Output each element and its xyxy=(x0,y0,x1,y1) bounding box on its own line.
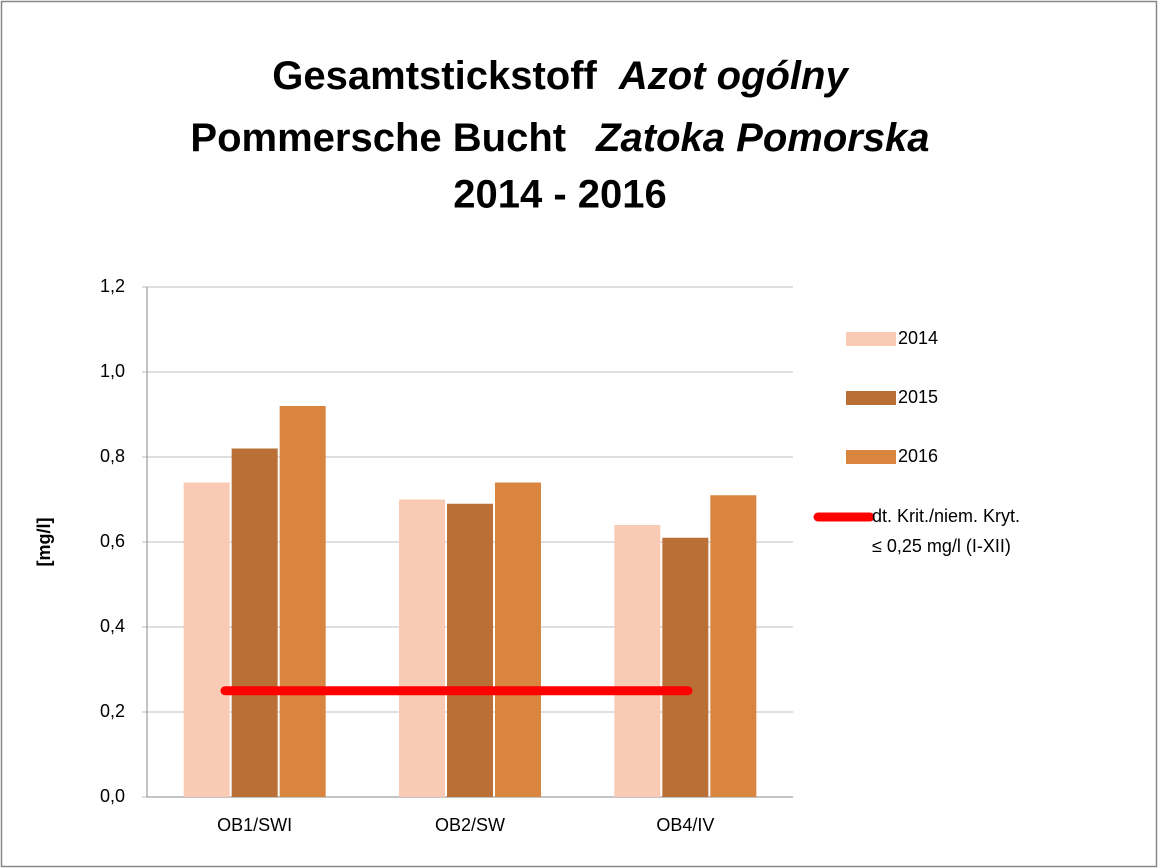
chart-title: 2014 - 2016 xyxy=(453,173,667,217)
legend-swatch xyxy=(846,450,896,464)
legend-label: 2016 xyxy=(898,446,938,466)
bar xyxy=(399,499,445,797)
legend-swatch xyxy=(846,391,896,405)
bar xyxy=(662,537,709,797)
legend-label: ≤ 0,25 mg/l (I-XII) xyxy=(872,536,1011,556)
legend-label: dt. Krit./niem. Kryt. xyxy=(872,506,1020,526)
legend-swatch xyxy=(846,332,896,346)
y-axis-label: [mg/l] xyxy=(34,518,54,567)
chart-title: Gesamtstickstoff Azot ogólny xyxy=(272,54,849,98)
bar xyxy=(183,482,230,797)
legend-label: 2014 xyxy=(898,328,938,348)
x-tick-label: OB1/SWI xyxy=(217,815,292,835)
title-part: Gesamtstickstoff xyxy=(272,54,597,98)
title-part: Pommersche Bucht xyxy=(190,116,566,160)
legend-label: 2015 xyxy=(898,387,938,407)
bar xyxy=(710,495,757,797)
title-part: Azot ogólny xyxy=(618,54,850,98)
y-tick-label: 0,0 xyxy=(100,786,125,806)
y-tick-label: 0,6 xyxy=(100,531,125,551)
bar xyxy=(614,525,661,797)
y-tick-label: 0,4 xyxy=(100,616,125,636)
chart-title: Pommersche Bucht Zatoka Pomorska xyxy=(190,116,929,160)
y-tick-label: 1,0 xyxy=(100,361,125,381)
title-part: Zatoka Pomorska xyxy=(595,116,929,160)
bar xyxy=(231,448,278,797)
x-tick-label: OB2/SW xyxy=(435,815,505,835)
y-tick-label: 1,2 xyxy=(100,276,125,296)
x-tick-label: OB4/IV xyxy=(656,815,714,835)
y-tick-label: 0,8 xyxy=(100,446,125,466)
bar xyxy=(279,406,326,797)
bar xyxy=(495,482,541,797)
bar xyxy=(447,503,493,797)
y-tick-label: 0,2 xyxy=(100,701,125,721)
